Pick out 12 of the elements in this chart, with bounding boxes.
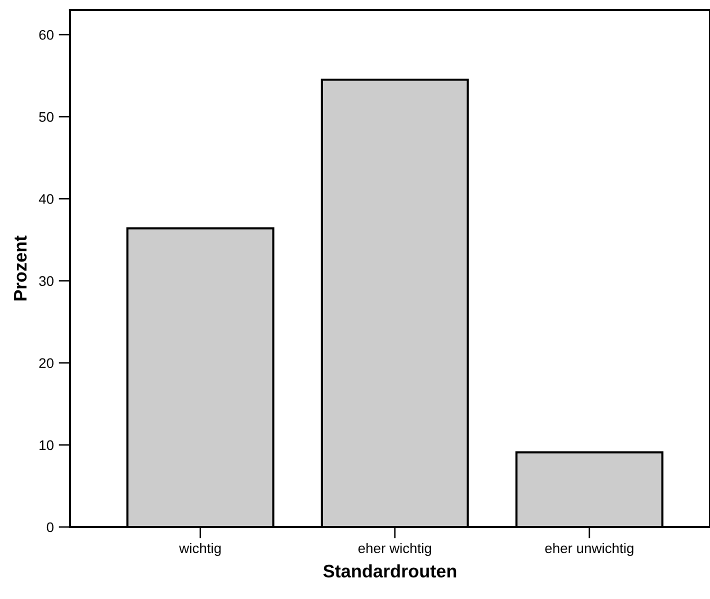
y-tick-label: 50	[39, 112, 54, 122]
y-tick-label: 40	[38, 194, 54, 204]
x-tick-label: wichtig	[179, 542, 221, 556]
x-axis-title: Standardrouten	[323, 564, 456, 578]
y-tick-label: 10	[40, 440, 54, 450]
y-tick-label: 30	[39, 276, 54, 286]
x-tick-label: eher unwichtig	[545, 542, 634, 556]
y-tick-label: 20	[39, 358, 54, 368]
x-tick-label: eher wichtig	[358, 542, 432, 556]
y-tick-label: 0	[46, 522, 54, 532]
y-tick-label: 60	[39, 30, 54, 40]
y-axis-title: Prozent	[14, 236, 27, 300]
